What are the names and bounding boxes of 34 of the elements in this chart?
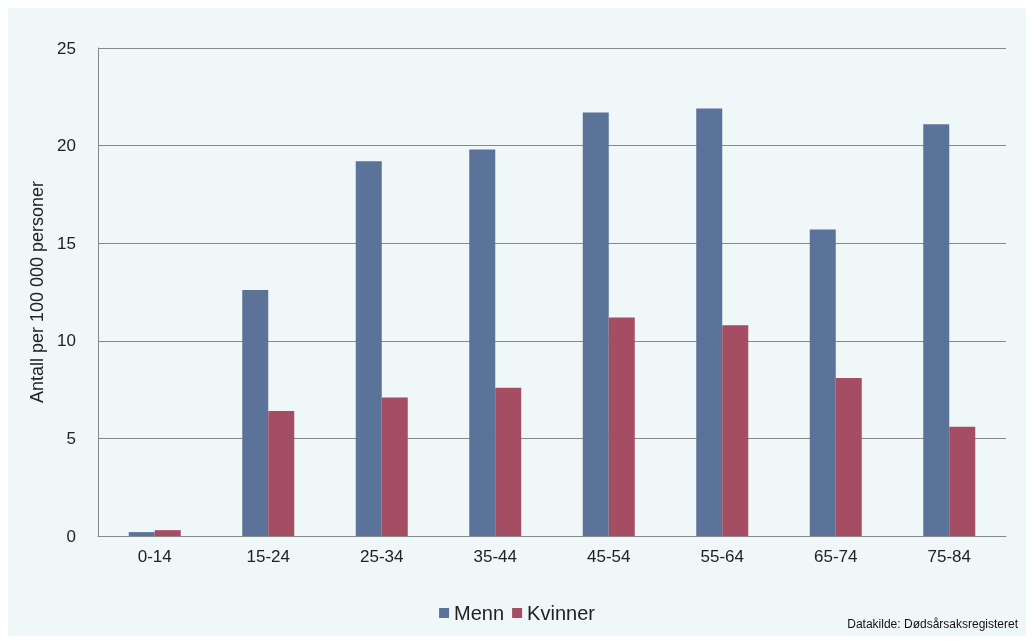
- bar: [469, 149, 496, 536]
- y-tick-label: 5: [66, 428, 76, 448]
- x-tick-label: 25-34: [360, 547, 404, 566]
- text: Datakilde: Dødsårsaksregisteret: [847, 617, 1019, 631]
- x-tick-label: 65-74: [814, 547, 858, 566]
- y-tick-label: 25: [57, 38, 76, 58]
- bar: [381, 397, 408, 536]
- legend-label: Kvinner: [527, 602, 596, 624]
- x-tick-label: 35-44: [473, 547, 517, 566]
- y-axis-title: Antall per 100 000 personer: [27, 180, 48, 404]
- y-tick-label: 20: [57, 136, 76, 156]
- bar: [809, 229, 836, 536]
- bar: [696, 108, 723, 536]
- bar: [128, 532, 155, 536]
- bar: [949, 426, 976, 536]
- bar: [608, 317, 635, 536]
- bar: [495, 387, 522, 536]
- bar: [268, 411, 295, 536]
- bar: [242, 290, 269, 536]
- y-tick-label: 10: [57, 331, 76, 351]
- y-tick-label: 0: [66, 526, 76, 546]
- bar: [582, 112, 609, 536]
- bar: [722, 325, 749, 536]
- x-tick-label: 75-84: [927, 547, 971, 566]
- x-tick-label: 0-14: [137, 547, 172, 566]
- x-tick-label: 15-24: [246, 547, 290, 566]
- bar: [835, 377, 862, 536]
- x-tick-label: 45-54: [587, 547, 631, 566]
- x-tick-label: 55-64: [700, 547, 744, 566]
- y-tick-label: 15: [57, 233, 76, 253]
- legend-label: Menn: [454, 602, 505, 624]
- bar: [355, 161, 382, 536]
- bar: [154, 530, 181, 536]
- bar: [923, 124, 950, 536]
